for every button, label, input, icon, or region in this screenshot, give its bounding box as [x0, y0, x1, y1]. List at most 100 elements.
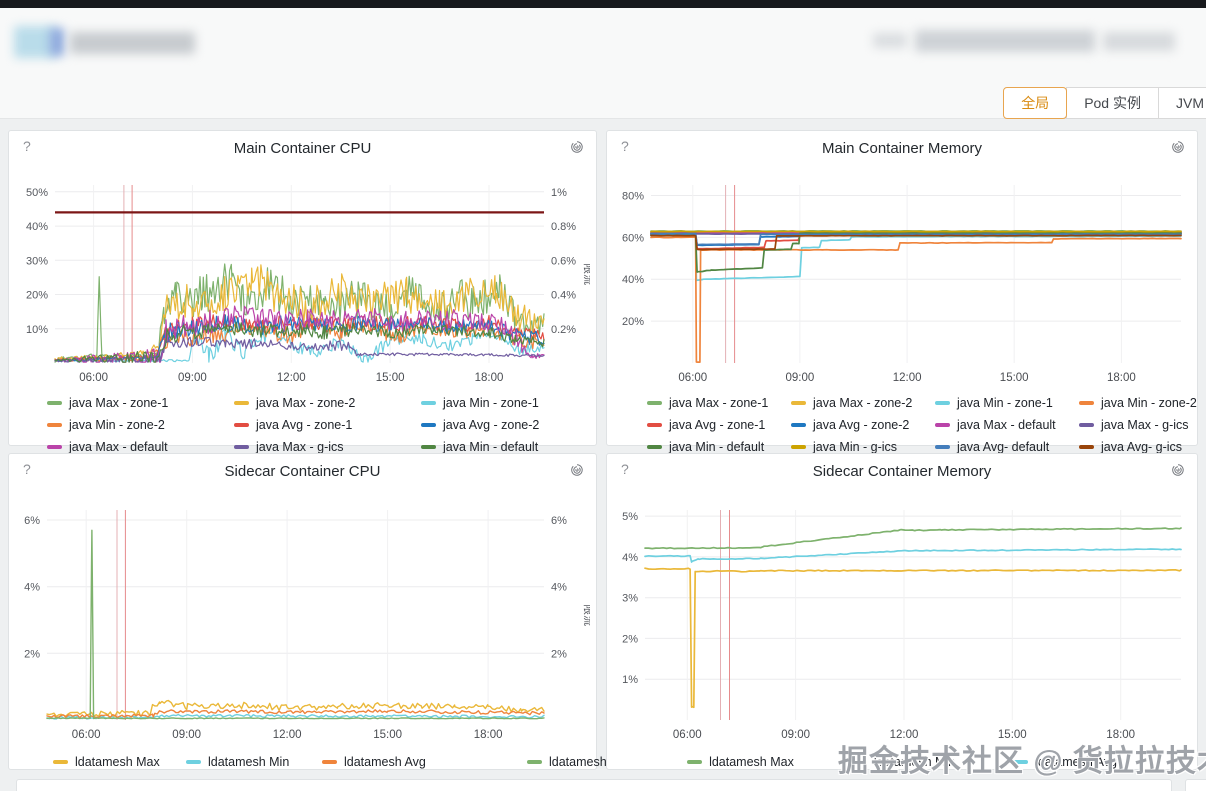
svg-text:12:00: 12:00 — [890, 729, 919, 741]
legend-swatch — [687, 760, 703, 764]
legend-item[interactable]: java Max - g-ics — [1079, 414, 1206, 436]
legend-item[interactable]: java Min - zone-1 — [421, 392, 608, 414]
tab-jvm[interactable]: JVM — [1158, 87, 1206, 119]
legend-item[interactable]: ldatamesh Min — [851, 751, 955, 773]
legend-swatch — [234, 423, 249, 427]
header-info-redacted — [873, 33, 907, 48]
svg-text:5%: 5% — [622, 511, 638, 523]
legend-sidecar-container-memory: ldatamesh Max ldatamesh Min ldatamesh Avg — [615, 751, 1189, 773]
legend-item[interactable]: java Max - zone-2 — [791, 392, 935, 414]
legend-label: ldatamesh Avg — [344, 755, 426, 769]
svg-text:0.4%: 0.4% — [551, 290, 576, 302]
panel-sidecar-container-cpu: ? Sidecar Container CPU 6% 6% 4% 4% 2% 2% 06:0… — [8, 453, 652, 773]
svg-text:06:00: 06:00 — [79, 372, 108, 384]
svg-text:40%: 40% — [26, 221, 48, 233]
legend-item[interactable]: ldatamesh Avg — [1013, 751, 1117, 773]
legend-item[interactable]: ldatamesh Max — [687, 751, 794, 773]
legend-label: java Max - zone-2 — [256, 396, 356, 410]
chart-main-container-cpu[interactable]: 50% 1% 40% 0.8% 30% 0.6% 20% 0.4% 10% 0.2% 06:00 09… — [17, 165, 590, 389]
legend-item[interactable]: java Avg - zone-1 — [647, 414, 791, 436]
panel-title[interactable]: Main Container CPU — [233, 140, 372, 157]
svg-text:06:00: 06:00 — [72, 729, 101, 741]
legend-label: java Avg- g-ics — [1101, 440, 1183, 454]
header-text-redacted — [915, 30, 1095, 52]
legend-item[interactable]: java Min - default — [421, 436, 608, 458]
svg-text:06:00: 06:00 — [678, 372, 707, 384]
help-icon[interactable]: ? — [621, 138, 629, 154]
panel-title[interactable]: Sidecar Container Memory — [812, 463, 992, 480]
legend-swatch — [421, 423, 436, 427]
legend-swatch — [1079, 423, 1094, 427]
legend-item[interactable]: ldatamesh Avg — [322, 751, 527, 773]
chart-sidecar-container-memory[interactable]: 5% 4% 3% 2% 1% 06:00 09:00 12:00 15:00 18:00 — [615, 488, 1191, 746]
legend-item[interactable]: java Max - default — [47, 436, 234, 458]
svg-text:15:00: 15:00 — [376, 372, 405, 384]
svg-text:1%: 1% — [551, 187, 567, 199]
legend-item[interactable]: java Avg - zone-2 — [421, 414, 608, 436]
legend-item[interactable]: java Max - default — [935, 414, 1079, 436]
svg-text:限流: 限流 — [582, 263, 590, 285]
legend-item[interactable]: java Max - zone-2 — [234, 392, 421, 414]
panel-menu-icon[interactable] — [570, 463, 584, 482]
panel-menu-icon[interactable] — [570, 140, 584, 159]
legend-swatch — [791, 445, 806, 449]
tab-global[interactable]: 全局 — [1003, 87, 1068, 119]
legend-label: java Max - g-ics — [1101, 418, 1189, 432]
legend-item[interactable]: java Min - default — [647, 436, 791, 458]
legend-label: java Max - default — [69, 440, 168, 454]
legend-swatch — [935, 401, 950, 405]
svg-text:4%: 4% — [24, 582, 40, 594]
legend-item[interactable]: java Max - g-ics — [234, 436, 421, 458]
legend-label: java Max - default — [957, 418, 1056, 432]
legend-item[interactable]: java Avg - zone-1 — [234, 414, 421, 436]
panel-menu-icon[interactable] — [1171, 140, 1185, 159]
legend-item[interactable]: java Avg- default — [935, 436, 1079, 458]
legend-item[interactable]: java Avg- g-ics — [1079, 436, 1206, 458]
svg-text:4%: 4% — [551, 582, 567, 594]
legend-label: java Avg - zone-2 — [813, 418, 910, 432]
legend-swatch — [851, 760, 867, 764]
help-icon[interactable]: ? — [23, 138, 31, 154]
panel-menu-icon[interactable] — [1171, 463, 1185, 482]
legend-item[interactable]: java Min - g-ics — [791, 436, 935, 458]
legend-swatch — [647, 401, 662, 405]
view-tab-group: 全局 Pod 实例 JVM — [1003, 87, 1206, 119]
legend-item[interactable]: java Avg - zone-2 — [791, 414, 935, 436]
legend-swatch — [647, 423, 662, 427]
svg-text:09:00: 09:00 — [781, 729, 810, 741]
panel-title[interactable]: Sidecar Container CPU — [224, 463, 381, 480]
panel-main-container-cpu: ? Main Container CPU 50% 1% 40% 0.8% 30% 0.6%… — [8, 130, 597, 454]
panel-stub-wide — [16, 779, 1172, 791]
panel-title[interactable]: Main Container Memory — [821, 140, 983, 157]
chart-main-container-memory[interactable]: 80% 60% 40% 20% 06:00 09:00 12:00 15:00 18:00 — [615, 165, 1191, 389]
chart-sidecar-container-cpu[interactable]: 6% 6% 4% 4% 2% 2% 06:00 09:00 12:00 15:00 18:00 限流 — [17, 488, 590, 746]
legend-label: java Min - zone-2 — [1101, 396, 1197, 410]
legend-item[interactable]: ldatamesh Min — [186, 751, 322, 773]
svg-text:0.2%: 0.2% — [551, 324, 576, 336]
legend-label: java Min - g-ics — [813, 440, 898, 454]
tab-pod-instance[interactable]: Pod 实例 — [1066, 87, 1159, 119]
legend-swatch — [1013, 760, 1029, 764]
legend-item[interactable]: java Min - zone-1 — [935, 392, 1079, 414]
legend-swatch — [1079, 445, 1094, 449]
top-bar — [0, 0, 1206, 8]
svg-text:30%: 30% — [26, 255, 48, 267]
help-icon[interactable]: ? — [621, 461, 629, 477]
panel-sidecar-container-memory: ? Sidecar Container Memory 5% 4% 3% 2% 1% 06:… — [606, 453, 1198, 770]
legend-swatch — [527, 760, 542, 764]
svg-text:15:00: 15:00 — [1000, 372, 1029, 384]
legend-label: ldatamesh Max — [709, 755, 794, 769]
legend-item[interactable]: java Min - zone-2 — [1079, 392, 1206, 414]
legend-item[interactable]: java Min - zone-2 — [47, 414, 234, 436]
svg-text:12:00: 12:00 — [277, 372, 306, 384]
svg-text:20%: 20% — [622, 316, 644, 328]
legend-swatch — [186, 760, 201, 764]
help-icon[interactable]: ? — [23, 461, 31, 477]
legend-swatch — [647, 445, 662, 449]
legend-item[interactable]: java Max - zone-1 — [47, 392, 234, 414]
legend-item[interactable]: ldatamesh Max — [53, 751, 186, 773]
legend-item[interactable]: java Max - zone-1 — [647, 392, 791, 414]
app-title-redacted — [70, 32, 195, 54]
legend-swatch — [234, 401, 249, 405]
svg-text:15:00: 15:00 — [373, 729, 402, 741]
